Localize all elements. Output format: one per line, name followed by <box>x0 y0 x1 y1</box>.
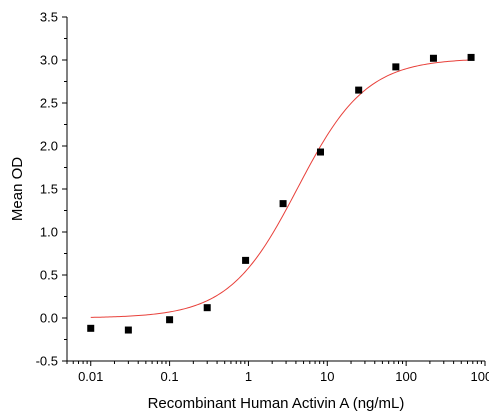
data-point <box>242 256 250 264</box>
axes-layer: -0.5 0.0 0.5 1.0 1.5 2.0 2.5 3.0 3.5 0.01 0.1 1 10 10… <box>36 10 489 385</box>
data-point <box>203 304 211 312</box>
x-tick-label: 0.01 <box>78 369 103 384</box>
data-point <box>429 54 437 62</box>
data-point <box>392 63 400 71</box>
x-tick-label: 100 <box>395 369 417 384</box>
y-tick-label: -0.5 <box>36 354 58 369</box>
x-tick-label: 1000 <box>471 369 489 384</box>
data-point <box>355 86 363 94</box>
x-axis-title: Recombinant Human Activin A (ng/mL) <box>148 395 405 412</box>
data-points-layer <box>87 53 475 334</box>
y-tick-label: 1.5 <box>40 182 58 197</box>
data-point <box>316 148 324 156</box>
data-point <box>124 326 132 334</box>
y-tick-label: 1.0 <box>40 225 58 240</box>
y-tick-label: 3.5 <box>40 10 58 25</box>
x-tick-label: 1 <box>245 369 252 384</box>
y-tick-label: 3.0 <box>40 53 58 68</box>
y-tick-label: 0.0 <box>40 311 58 326</box>
data-point <box>467 53 475 61</box>
data-point <box>279 200 287 208</box>
x-tick-label: 0.1 <box>161 369 179 384</box>
data-point <box>166 316 174 324</box>
y-tick-label: 2.5 <box>40 96 58 111</box>
y-tick-label: 0.5 <box>40 268 58 283</box>
y-axis-title: Mean OD <box>9 157 26 221</box>
fit-curve-layer <box>90 59 472 318</box>
x-tick-label: 10 <box>320 369 334 384</box>
data-point <box>87 324 95 332</box>
fit-curve <box>90 59 472 318</box>
y-tick-label: 2.0 <box>40 139 58 154</box>
